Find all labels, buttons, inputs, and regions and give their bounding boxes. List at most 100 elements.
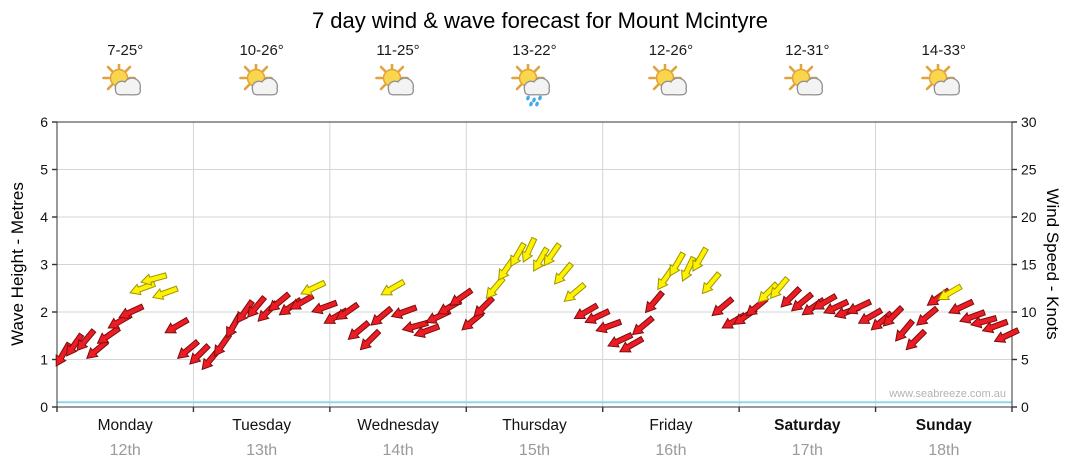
right-axis-tick-label: 30 (1021, 114, 1037, 130)
wind-arrow (790, 291, 815, 312)
sun-cloud-icon (238, 61, 286, 110)
left-axis-tick-label: 6 (40, 114, 48, 130)
day-header-friday: 12-26° (603, 42, 739, 110)
sun-cloud-icon (783, 61, 831, 110)
temperature-range: 12-26° (648, 42, 694, 59)
x-label-day-monday: Monday (98, 417, 153, 434)
page-title: 7 day wind & wave forecast for Mount Mci… (311, 8, 769, 33)
wind-arrow (76, 328, 97, 352)
wind-arrow (449, 287, 474, 306)
left-axis-tick-label: 5 (40, 162, 48, 178)
left-axis-tick-label: 4 (40, 209, 48, 225)
left-axis-tick-label: 1 (40, 352, 48, 368)
wind-arrow (970, 315, 998, 329)
sun-cloud-icon (374, 61, 422, 110)
wind-arrow (959, 309, 986, 324)
right-axis-tick-label: 0 (1021, 399, 1029, 415)
x-label-day-tuesday: Tuesday (232, 417, 291, 434)
day-headers: 7-25° 10-26° 11-25° 13-22° 12-26° (57, 42, 1012, 110)
day-header-saturday: 12-31° (739, 42, 875, 110)
left-axis-tick-label: 0 (40, 399, 48, 415)
left-axis-tick-label: 3 (40, 257, 48, 273)
temperature-range: 7-25° (107, 42, 144, 59)
day-header-tuesday: 10-26° (193, 42, 329, 110)
wind-arrow (236, 299, 255, 324)
wind-arrow (711, 296, 735, 317)
day-header-thursday: 13-22° (466, 42, 602, 110)
wind-arrow (981, 318, 1009, 334)
temperature-range: 10-26° (239, 42, 284, 59)
wind-arrow (543, 242, 562, 267)
wind-arrow (915, 305, 940, 326)
wind-arrow (533, 246, 550, 272)
day-header-sunday: 14-33° (876, 42, 1012, 110)
temperature-range: 14-33° (921, 42, 966, 59)
wind-arrow (595, 318, 623, 334)
wind-arrow (289, 293, 315, 310)
wind-arrow (692, 246, 709, 272)
x-label-day-friday: Friday (649, 417, 692, 434)
wind-arrow (267, 291, 292, 312)
wind-arrow (757, 281, 780, 303)
wind-arrow (66, 332, 85, 357)
wind-arrow (895, 318, 916, 342)
sun-cloud-icon (920, 61, 968, 110)
wind-arrow (823, 298, 850, 315)
wind-arrow (413, 323, 441, 339)
right-axis-tick-label: 15 (1021, 257, 1037, 273)
wind-arrow (380, 278, 406, 296)
wind-arrow (390, 304, 418, 320)
x-label-date-monday: 12th (110, 442, 141, 459)
wind-arrow (510, 241, 527, 268)
x-label-date-tuesday: 13th (246, 442, 277, 459)
sun-cloud-rain-icon (510, 61, 558, 110)
sun-cloud-icon (101, 61, 149, 110)
wind-arrow (769, 275, 790, 300)
wind-arrow (359, 328, 382, 351)
wind-arrow (780, 286, 803, 308)
wind-arrow (812, 293, 838, 310)
wind-arrow (401, 319, 429, 334)
wind-arrow (870, 310, 894, 331)
wind-arrow (151, 285, 179, 301)
temperature-range: 11-25° (376, 42, 420, 59)
wind-arrow (300, 279, 327, 296)
wind-arrow (948, 298, 975, 315)
wind-arrow (857, 307, 884, 324)
x-label-date-sunday: 18th (928, 442, 959, 459)
wind-arrow (189, 343, 211, 365)
watermark: www.seabreeze.com.au (889, 388, 1006, 400)
wind-arrow (553, 261, 574, 285)
wind-arrow (335, 301, 360, 321)
x-label-date-wednesday: 14th (383, 442, 414, 459)
wind-arrow (882, 305, 905, 327)
wind-arrow (311, 299, 338, 315)
day-header-wednesday: 11-25° (330, 42, 466, 110)
wind-arrow (347, 319, 371, 340)
sun-cloud-icon (647, 61, 695, 110)
right-axis-tick-label: 5 (1021, 352, 1029, 368)
right-axis-tick-label: 25 (1021, 162, 1037, 178)
wind-arrow (140, 272, 168, 286)
wind-arrow (164, 316, 190, 334)
right-axis-tick-label: 20 (1021, 209, 1037, 225)
day-header-monday: 7-25° (57, 42, 193, 110)
x-label-date-friday: 16th (655, 442, 686, 459)
x-label-day-wednesday: Wednesday (357, 417, 439, 434)
wind-arrow (573, 302, 599, 320)
x-label-date-thursday: 15th (519, 442, 550, 459)
wind-arrow (247, 294, 268, 319)
left-axis-tick-label: 2 (40, 304, 48, 320)
wind-arrow (473, 295, 496, 318)
wind-arrow (993, 327, 1020, 343)
wind-arrow (680, 255, 697, 282)
wind-arrow (631, 315, 655, 336)
wind-arrow (118, 303, 145, 320)
right-axis-tick-label: 10 (1021, 304, 1037, 320)
wind-arrow (669, 251, 687, 277)
wind-arrow (937, 283, 963, 301)
wind-arrow (176, 338, 201, 359)
wind-arrow (905, 328, 928, 351)
